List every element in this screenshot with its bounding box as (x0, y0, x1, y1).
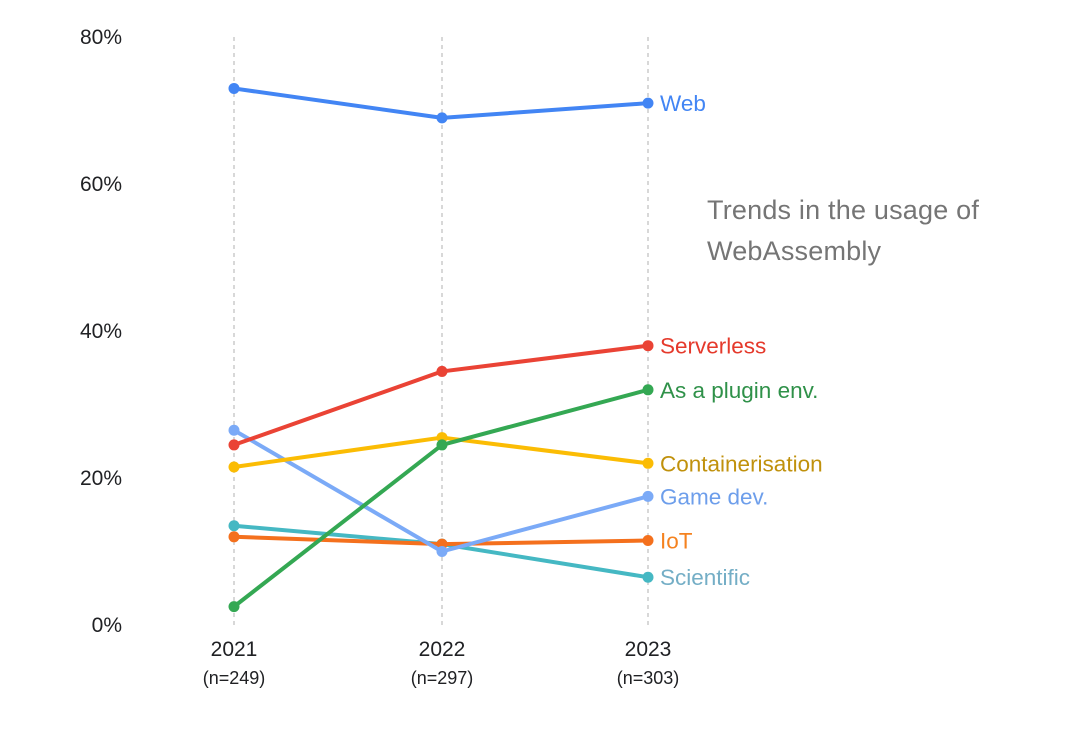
chart-title: Trends in the usage of WebAssembly (707, 190, 979, 272)
x-axis-n-label-2022: (n=297) (411, 668, 474, 688)
chart-title-line1: Trends in the usage of (707, 195, 980, 225)
chart-title-line2: WebAssembly (707, 236, 882, 266)
x-axis-year-label-2021: 2021 (211, 638, 258, 661)
data-point-game-dev-2023 (642, 490, 654, 502)
x-axis-n-label-2021: (n=249) (203, 668, 266, 688)
x-axis-year-label-2023: 2023 (625, 638, 672, 661)
data-point-iot-2021 (228, 531, 240, 543)
data-point-web-2022 (436, 112, 448, 124)
data-point-as-a-plugin-env-2023 (642, 384, 654, 396)
data-point-game-dev-2022 (436, 546, 448, 557)
series-label-web: Web (660, 91, 706, 116)
data-point-containerisation-2023 (642, 457, 654, 469)
data-point-web-2023 (642, 97, 654, 109)
data-point-as-a-plugin-env-2022 (436, 439, 448, 451)
series-label-serverless: Serverless (660, 334, 766, 359)
data-point-web-2021 (228, 82, 240, 94)
y-axis-tick-label-0pct: 0% (92, 614, 122, 637)
data-point-scientific-2021 (228, 520, 240, 532)
series-label-scientific: Scientific (660, 565, 750, 590)
data-point-containerisation-2021 (228, 461, 240, 473)
series-label-game-dev: Game dev. (660, 484, 768, 509)
y-axis-tick-label-60pct: 60% (80, 173, 122, 196)
y-axis-tick-label-20pct: 20% (80, 467, 122, 490)
x-axis-n-label-2023: (n=303) (617, 668, 680, 688)
data-point-iot-2023 (642, 534, 654, 546)
y-axis-tick-label-80pct: 80% (80, 26, 122, 49)
series-line-serverless (232, 343, 650, 447)
x-axis-year-label-2022: 2022 (419, 638, 466, 661)
data-point-scientific-2023 (642, 571, 654, 583)
series-label-containerisation: Containerisation (660, 451, 823, 476)
data-point-serverless-2023 (642, 340, 654, 352)
data-point-serverless-2022 (436, 365, 448, 377)
series-label-as-a-plugin-env: As a plugin env. (660, 378, 818, 403)
series-label-iot: IoT (660, 528, 693, 553)
y-axis-tick-label-40pct: 40% (80, 320, 122, 343)
data-point-game-dev-2021 (228, 424, 240, 436)
data-point-as-a-plugin-env-2021 (228, 601, 240, 613)
data-point-serverless-2021 (228, 439, 240, 451)
